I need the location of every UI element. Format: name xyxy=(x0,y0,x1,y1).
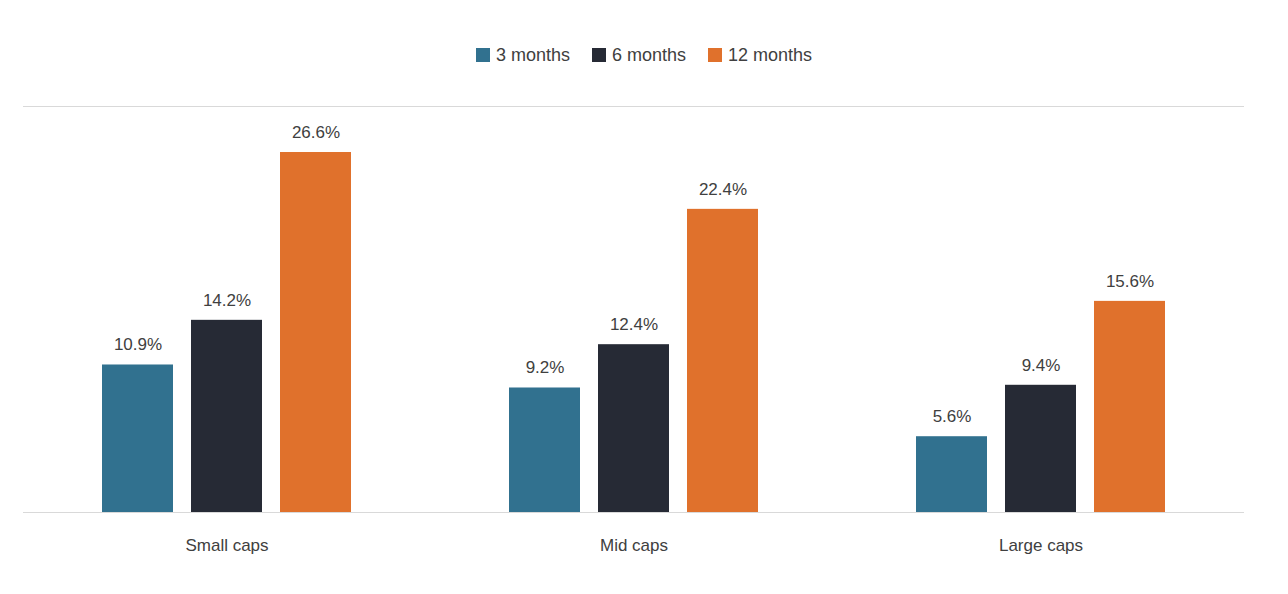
svg-text:22.4%: 22.4% xyxy=(699,180,747,199)
svg-text:5.6%: 5.6% xyxy=(933,407,972,426)
html-text:6 months: 6 months xyxy=(612,45,686,65)
svg-text:Large caps: Large caps xyxy=(999,536,1083,555)
svg-text:12.4%: 12.4% xyxy=(610,315,658,334)
svg-text:Small caps: Small caps xyxy=(185,536,268,555)
svg-text:9.4%: 9.4% xyxy=(1022,356,1061,375)
svg-text:10.9%: 10.9% xyxy=(114,335,162,354)
svg-text:Mid caps: Mid caps xyxy=(600,536,668,555)
html-text:12 months: 12 months xyxy=(728,45,813,65)
svg-text:14.2%: 14.2% xyxy=(203,291,251,310)
html-text:3 months: 3 months xyxy=(495,45,570,65)
svg-text:15.6%: 15.6% xyxy=(1106,272,1154,291)
svg-text:9.2%: 9.2% xyxy=(526,358,565,377)
svg-text:26.6%: 26.6% xyxy=(292,123,340,142)
